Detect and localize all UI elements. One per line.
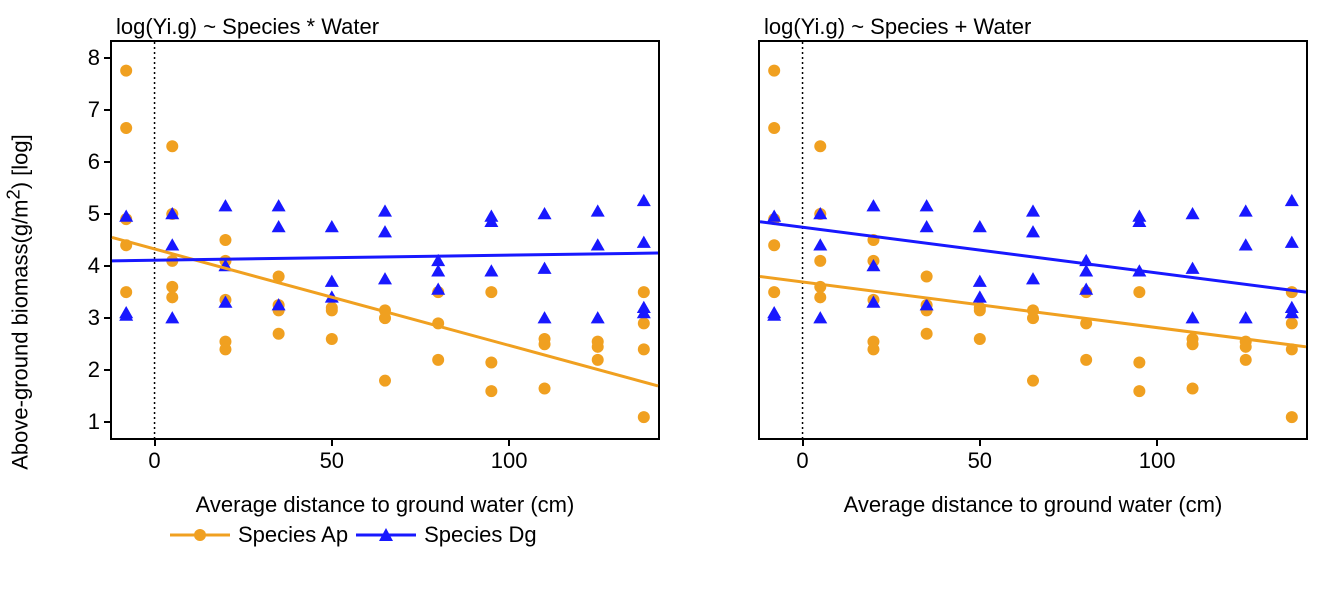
x-tick-label: 0 <box>796 448 808 474</box>
x-tick-label: 100 <box>1139 448 1176 474</box>
y-tick-label: 4 <box>88 253 100 279</box>
y-tick-label: 2 <box>88 357 100 383</box>
figure: Above-ground biomass(g/m2) [log] log(Yi.… <box>0 0 1344 604</box>
panel-title: log(Yi.g) ~ Species + Water <box>764 14 1031 40</box>
y-axis-label: Above-ground biomass(g/m2) [log] <box>2 134 33 470</box>
legend-swatch-dg <box>356 524 416 546</box>
panel-interaction-model: log(Yi.g) ~ Species * Water 050100123456… <box>110 40 660 440</box>
y-tick-label: 5 <box>88 201 100 227</box>
scatter-plot <box>112 42 658 438</box>
x-tick-label: 50 <box>968 448 992 474</box>
y-tick-label: 8 <box>88 45 100 71</box>
legend: Species Ap Species Dg <box>170 522 537 548</box>
x-axis-label: Average distance to ground water (cm) <box>758 492 1308 518</box>
legend-swatch-ap <box>170 524 230 546</box>
panel-additive-model: log(Yi.g) ~ Species + Water 050100 <box>758 40 1308 440</box>
scatter-plot <box>760 42 1306 438</box>
x-tick-label: 50 <box>320 448 344 474</box>
y-tick-label: 6 <box>88 149 100 175</box>
legend-label-dg: Species Dg <box>424 522 537 548</box>
y-tick-label: 1 <box>88 409 100 435</box>
legend-label-ap: Species Ap <box>238 522 348 548</box>
panel-title: log(Yi.g) ~ Species * Water <box>116 14 379 40</box>
x-tick-label: 100 <box>491 448 528 474</box>
x-tick-label: 0 <box>148 448 160 474</box>
y-tick-label: 3 <box>88 305 100 331</box>
x-axis-label: Average distance to ground water (cm) <box>110 492 660 518</box>
y-tick-label: 7 <box>88 97 100 123</box>
